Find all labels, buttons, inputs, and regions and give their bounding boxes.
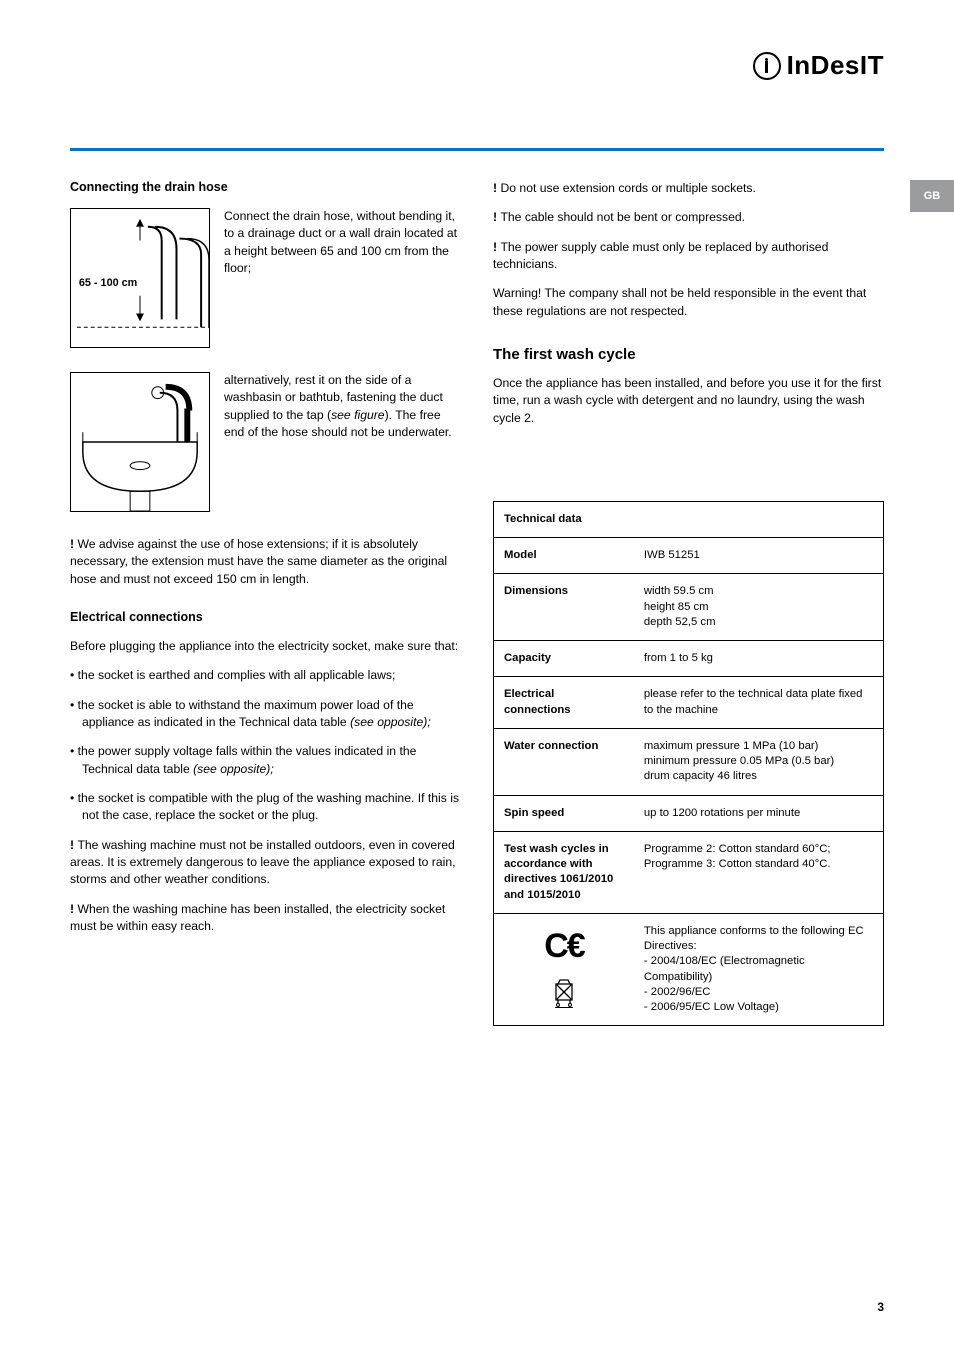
- warn-outdoors: The washing machine must not be installe…: [70, 837, 461, 889]
- table-row: Test wash cycles in accordance with dire…: [494, 831, 884, 913]
- bullet-4: the socket is compatible with the plug o…: [70, 790, 461, 825]
- figure-drain-height: 65 - 100 cm: [70, 208, 210, 348]
- right-column: GB Do not use extension cords or multipl…: [493, 180, 884, 1290]
- left-column: Connecting the drain hose 65 - 100 cm: [70, 180, 461, 1290]
- bullet-1: the socket is earthed and complies with …: [70, 667, 461, 684]
- bullet-2: the socket is able to withstand the maxi…: [70, 697, 461, 732]
- table-row: Electrical connectionsplease refer to th…: [494, 677, 884, 729]
- warn-socket-reach: When the washing machine has been instal…: [70, 901, 461, 936]
- warn-extension-cords: Do not use extension cords or multiple s…: [493, 180, 884, 197]
- table-row: ModelIWB 51251: [494, 538, 884, 574]
- brand-text: InDesIT: [787, 50, 884, 81]
- ce-mark-icon: C€: [544, 924, 583, 970]
- electrical-heading: Electrical connections: [70, 610, 461, 624]
- warn-cable-bent: The cable should not be bent or compress…: [493, 209, 884, 226]
- header-rule: [70, 148, 884, 151]
- table-row: Water connectionmaximum pressure 1 MPa (…: [494, 728, 884, 795]
- electrical-bullet-list: the socket is earthed and complies with …: [70, 667, 461, 824]
- tech-table-header: Technical data: [494, 501, 884, 537]
- figure-drain-basin: [70, 372, 210, 512]
- figure1-text: Connect the drain hose, without bending …: [224, 208, 461, 277]
- brand-logo: InDesIT: [753, 50, 884, 81]
- drain-hose-heading: Connecting the drain hose: [70, 180, 461, 194]
- language-tab: GB: [910, 180, 954, 212]
- brand-i-icon: [753, 52, 781, 80]
- table-row: Dimensionswidth 59.5 cm height 85 cm dep…: [494, 574, 884, 641]
- first-wash-heading: The first wash cycle: [493, 346, 884, 363]
- page-number: 3: [877, 1300, 884, 1314]
- table-row: Spin speedup to 1200 rotations per minut…: [494, 795, 884, 831]
- warn-cable-replace: The power supply cable must only be repl…: [493, 239, 884, 274]
- table-row: Capacityfrom 1 to 5 kg: [494, 641, 884, 677]
- first-wash-text: Once the appliance has been installed, a…: [493, 375, 884, 427]
- electrical-intro: Before plugging the appliance into the e…: [70, 638, 461, 655]
- weee-icon: [552, 978, 576, 1013]
- table-row: C€: [494, 913, 884, 1026]
- warn-company-liability: Warning! The company shall not be held r…: [493, 285, 884, 320]
- figure1-label: 65 - 100 cm: [79, 277, 137, 289]
- warn-hose-extension: We advise against the use of hose extens…: [70, 536, 461, 588]
- figure2-text: alternatively, rest it on the side of a …: [224, 372, 461, 441]
- technical-data-table: Technical data ModelIWB 51251 Dimensions…: [493, 501, 884, 1027]
- bullet-3: the power supply voltage falls within th…: [70, 743, 461, 778]
